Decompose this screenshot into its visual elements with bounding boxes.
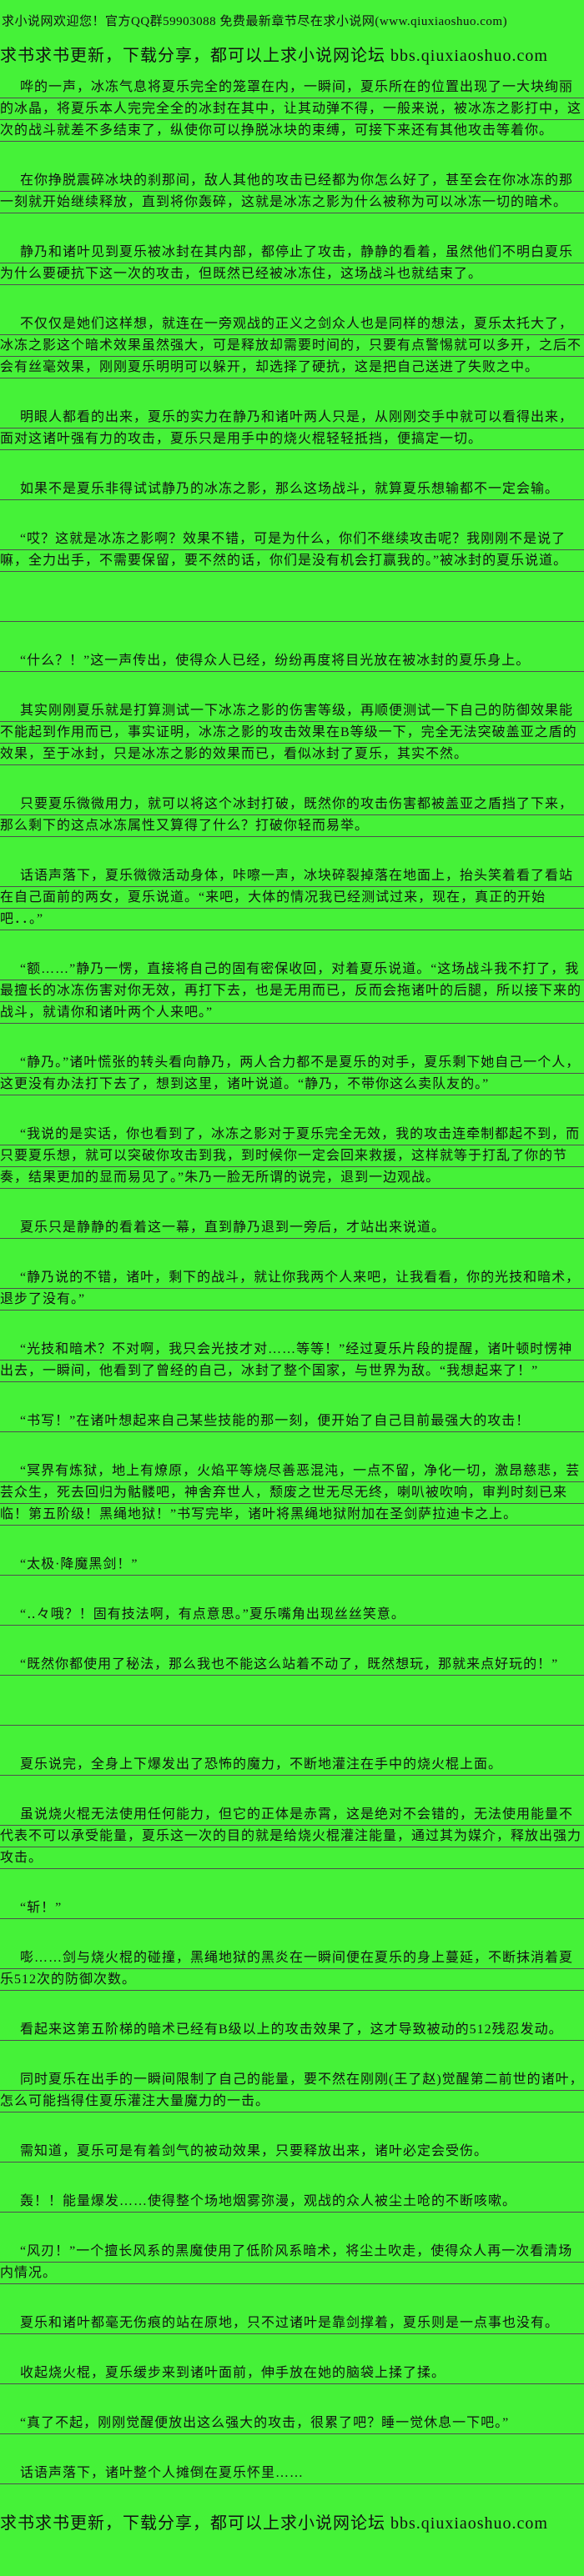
novel-paragraph: 需知道，夏乐可是有着剑气的被动效果，只要释放出来，诸叶必定会受伤。 [0,2141,584,2163]
novel-paragraph: 虽说烧火棍无法使用任何能力，但它的正体是赤霄，这是绝对不会错的，无法使用能量不代… [0,1804,584,1869]
novel-paragraph: “哎？这就是冰冻之影啊？效果不错，可是为什么，你们不继续攻击呢？我刚刚不是说了嘛… [0,529,584,572]
novel-paragraph: “冥界有炼狱，地上有燎原，火焰平等烧尽善恶混沌，一点不留，净化一切，激昂慈悲，芸… [0,1461,584,1526]
novel-paragraph: 夏乐和诸叶都毫无伤痕的站在原地，只不过诸叶是靠剑撑着，夏乐则是一点事也没有。 [0,2313,584,2334]
novel-paragraph: “静乃说的不错，诸叶，剩下的战斗，就让你我两个人来吧，让我看看，你的光技和暗术，… [0,1267,584,1311]
novel-paragraph: 同时夏乐在出手的一瞬间限制了自己的能量，要不然在刚刚(王了赵)觉醒第二前世的诸叶… [0,2069,584,2112]
novel-paragraph: 话语声落下，诸叶整个人摊倒在夏乐怀里…… [0,2463,584,2484]
novel-paragraph: “既然你都使用了秘法，那么我也不能这么站着不动了，既然想玩，那就来点好玩的！” [0,1654,584,1676]
novel-paragraph: 其实刚刚夏乐就是打算测试一下冰冻之影的伤害等级，再顺便测试一下自己的防御效果能不… [0,700,584,765]
novel-paragraph: 静乃和诸叶见到夏乐被冰封在其内部，都停止了攻击，静静的看着，虽然他们不明白夏乐为… [0,242,584,285]
novel-paragraph: “风刃！”一个擅长风系的黑魔使用了低阶风系暗术，将尘土吹走，使得众人再一次看清场… [0,2241,584,2284]
novel-paragraph: “静乃。”诸叶慌张的转头看向静乃，两人合力都不是夏乐的对手，夏乐剩下她自己一个人… [0,1052,584,1095]
novel-paragraph: “斩！” [0,1897,584,1919]
novel-paragraph: 夏乐说完，全身上下爆发出了恐怖的魔力，不断地灌注在手中的烧火棍上面。 [0,1754,584,1776]
novel-paragraph: “额……”静乃一愣，直接将自己的固有密保收回，对着夏乐说道。“这场战斗我不打了，… [0,959,584,1024]
novel-paragraph: 嘭……剑与烧火棍的碰撞，黑绳地狱的黑炎在一瞬间便在夏乐的身上蔓延，不断抹消着夏乐… [0,1947,584,1991]
novel-paragraph: 只要夏乐微微用力，就可以将这个冰封打破，既然你的攻击伤害都被盖亚之盾挡了下来，那… [0,794,584,837]
novel-paragraph: 如果不是夏乐非得试试静乃的冰冻之影，那么这场战斗，就算夏乐想输都不一定会输。 [0,479,584,500]
novel-page: { "page": { "background_color": "#45f238… [0,13,584,2576]
novel-paragraph: 不仅仅是她们这样想，就连在一旁观战的正义之剑众人也是同样的想法，夏乐太托大了，冰… [0,313,584,378]
novel-body: 哗的一声，冰冻气息将夏乐完全的笼罩在内，一瞬间，夏乐所在的位置出现了一大块绚丽的… [0,77,584,2484]
blank-underline-row [0,1704,584,1726]
novel-paragraph: 收起烧火棍，夏乐缓步来到诸叶面前，伸手放在她的脑袋上揉了揉。 [0,2363,584,2384]
novel-paragraph: “真了不起，刚刚觉醒便放出这么强大的攻击，很累了吧？睡一觉休息一下吧。” [0,2413,584,2434]
blank-underline-row [0,600,584,622]
footer-promo-line: 求书求书更新，下载分享，都可以上求小说网论坛 bbs.qiuxiaoshuo.c… [0,2514,548,2533]
novel-paragraph: 话语声落下，夏乐微微活动身体，咔嚓一声，冰块碎裂掉落在地面上，抬头笑着看了看站在… [0,865,584,930]
header-welcome-line: 求小说网欢迎您！官方QQ群59903088 免费最新章节尽在求小说网(www.q… [2,15,508,28]
novel-paragraph: 在你挣脱震碎冰块的刹那间，敌人其他的攻击已经都为你怎么好了，甚至会在你冰冻的那一… [0,170,584,213]
novel-paragraph: 轰！！能量爆发……使得整个场地烟雾弥漫，观战的众人被尘土呛的不断咳嗽。 [0,2191,584,2213]
novel-paragraph: 看起来这第五阶梯的暗术已经有B级以上的攻击效果了，这才导致被动的512残忍发动。 [0,2019,584,2041]
novel-paragraph: “书写！”在诸叶想起来自己某些技能的那一刻，便开始了自己目前最强大的攻击！ [0,1411,584,1432]
novel-paragraph: 明眼人都看的出来，夏乐的实力在静乃和诸叶两人只是，从刚刚交手中就可以看得出来，面… [0,407,584,450]
novel-paragraph: 哗的一声，冰冻气息将夏乐完全的笼罩在内，一瞬间，夏乐所在的位置出现了一大块绚丽的… [0,77,584,142]
novel-paragraph: “光技和暗术？不对啊，我只会光技才对……等等！”经过夏乐片段的提醒，诸叶顿时愣神… [0,1339,584,1382]
novel-paragraph: “‥々哦？！固有技法啊，有点意思。”夏乐嘴角出现丝丝笑意。 [0,1604,584,1626]
header-promo-line: 求书求书更新，下载分享，都可以上求小说网论坛 bbs.qiuxiaoshuo.c… [0,47,548,65]
novel-paragraph: 夏乐只是静静的看着这一幕，直到静乃退到一旁后，才站出来说道。 [0,1217,584,1239]
novel-paragraph: “什么？！”这一声传出，使得众人已经，纷纷再度将目光放在被冰封的夏乐身上。 [0,650,584,672]
novel-paragraph: “太极·降魔黑剑！” [0,1554,584,1576]
novel-paragraph: “我说的是实话，你也看到了，冰冻之影对于夏乐完全无效，我的攻击连牵制都起不到，而… [0,1124,584,1189]
